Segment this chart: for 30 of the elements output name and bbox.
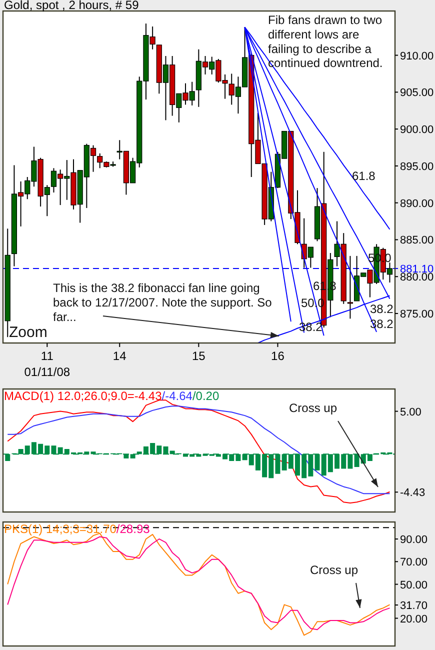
x-tick-label: 15	[192, 349, 206, 363]
x-tick-label: 11	[40, 349, 54, 363]
y-tick-label: 910.00	[400, 50, 434, 62]
y-tick-label: 31.70	[400, 600, 428, 612]
annotation: Zoom	[9, 324, 48, 341]
annotation: This is the 38.2 fibonacci fan line going back to 12/17/2007. Note the support. So far...	[53, 281, 272, 324]
y-tick-label: 5.00	[400, 406, 422, 418]
y-tick-label: 905.00	[400, 87, 434, 100]
y-tick-label: 895.00	[400, 160, 434, 173]
chart-title: Gold, spot , 2 hours, # 59	[4, 0, 140, 12]
y-tick-label: 880.00	[400, 272, 434, 284]
annotation: 61.8	[352, 169, 376, 183]
y-tick-label: 875.00	[400, 308, 434, 320]
x-tick-label: 14	[112, 349, 127, 363]
x-tick-label: 16	[271, 349, 285, 363]
annotation: Cross up	[289, 401, 338, 415]
annotation: 38.2	[370, 302, 394, 316]
chart-title: MACD(1) 12.0;26.0;9.0=-4.43/-4.64/0.20	[4, 389, 220, 403]
y-tick-label: 70.00	[400, 556, 428, 569]
y-tick-label: 20.00	[400, 613, 428, 626]
annotation: Cross up	[310, 563, 358, 577]
x-axis-title: 01/11/08	[24, 365, 70, 379]
y-tick-label: 885.00	[400, 234, 434, 247]
y-tick-label: 890.00	[400, 198, 434, 210]
y-tick-label: -4.43	[400, 487, 426, 500]
annotation: 50.0	[368, 251, 392, 265]
annotation: 61.8	[313, 279, 337, 293]
y-tick-label: 90.00	[400, 534, 428, 546]
y-tick-label: 900.00	[400, 124, 434, 136]
y-tick-label: 50.00	[400, 579, 428, 592]
